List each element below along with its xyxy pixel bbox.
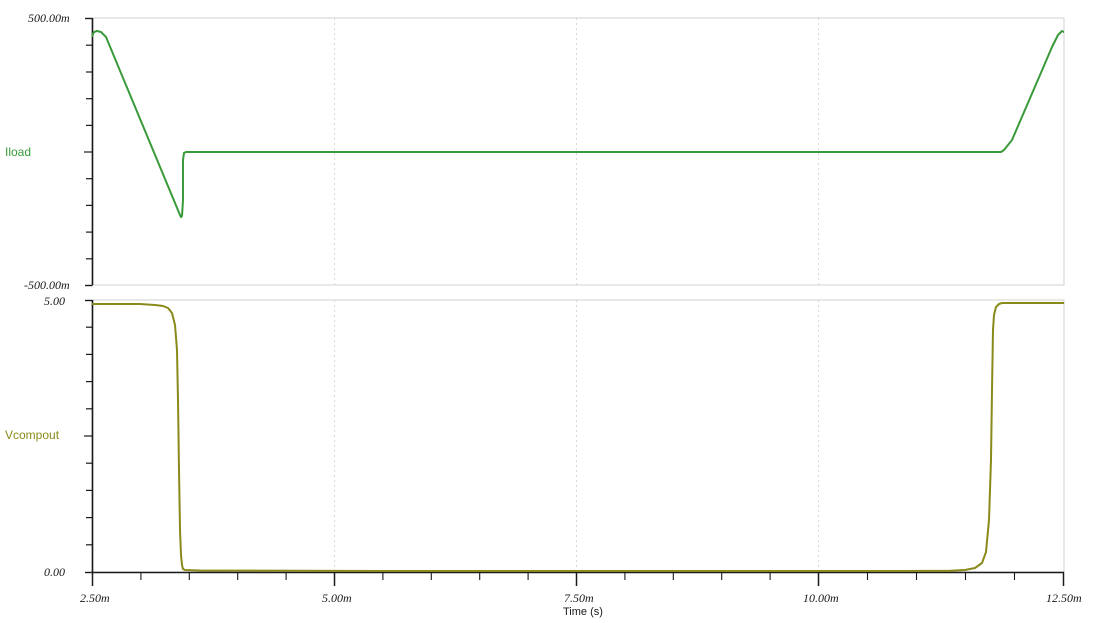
xtick-label-5: 12.50m [1046,591,1082,605]
xtick-label-4: 10.00m [803,591,839,605]
top-panel-ymin-label: -500.00m [24,278,70,292]
trace-label-vcompout[interactable]: Vcompout [5,428,60,442]
trace-iload [92,30,1064,218]
xtick-label-2: 5.00m [322,591,352,605]
xtick-label-3: 7.50m [564,591,594,605]
xtick-label-1: 2.50m [80,591,110,605]
bottom-panel-frame [91,299,1065,573]
x-axis [91,571,1065,586]
top-panel-ymax-label: 500.00m [28,11,70,25]
bottom-y-axis [84,299,94,574]
top-y-axis [84,17,94,287]
vertical-gridlines [334,18,819,572]
x-axis-title: Time (s) [563,606,603,618]
trace-vcompout [92,302,1064,572]
bottom-panel-ymax-label: 5.00 [44,294,65,308]
trace-label-iload[interactable]: Iload [5,145,32,159]
bottom-panel-ymin-label: 0.00 [44,565,65,579]
